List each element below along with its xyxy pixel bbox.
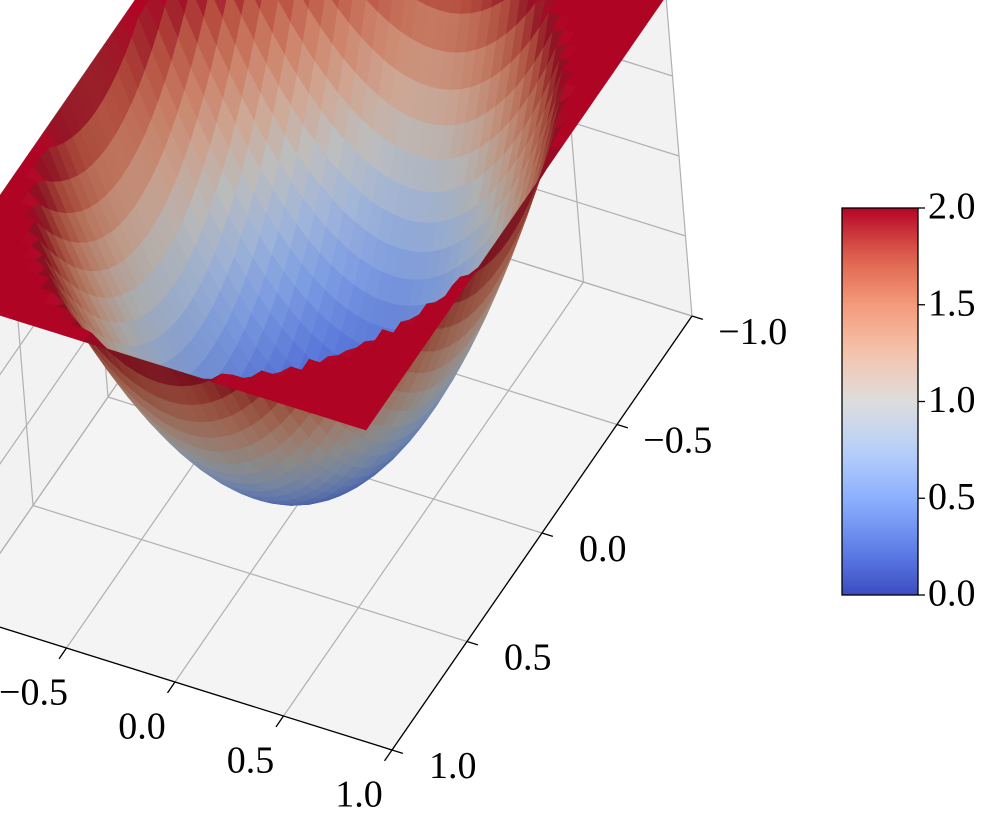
y-tick-mark: [616, 423, 629, 429]
surface-patch: [354, 415, 374, 431]
y-tick-mark: [391, 749, 404, 755]
y-tick-mark: [691, 315, 704, 321]
y-tick-mark: [541, 532, 554, 538]
colorbar-tick-label: 1.5: [928, 282, 976, 324]
x-tick-label: 1.0: [335, 773, 383, 815]
x-tick-mark: [383, 749, 393, 762]
colorbar-tick-label: 1.0: [928, 379, 976, 421]
gridline: [283, 281, 584, 717]
colorbar-tick-label: 0.5: [928, 476, 976, 518]
colorbar-tick-label: 2.0: [928, 186, 976, 228]
x-tick-label: 0.0: [118, 705, 166, 747]
y-tick-label: 1.0: [429, 745, 477, 787]
x-tick-mark: [166, 681, 176, 694]
colorbar-ticks: 0.0 0.5 1.0 1.5 2.0: [918, 186, 976, 615]
y-tick-label: 0.5: [504, 636, 552, 678]
y-tick-mark: [466, 640, 479, 646]
axes-ticks: −1.0−0.50.00.51.01.00.50.0−0.5−1.00.00.5…: [0, 311, 787, 815]
y-tick-label: 0.0: [579, 528, 627, 570]
x-tick-mark: [275, 715, 285, 728]
colorbar-tick-label: 0.0: [928, 573, 976, 615]
x-tick-label: −0.5: [0, 671, 68, 713]
colorbar: 0.0 0.5 1.0 1.5 2.0: [841, 186, 976, 615]
colorbar-gradient: [841, 207, 919, 596]
y-tick-label: −1.0: [718, 311, 787, 353]
x-tick-label: 0.5: [227, 739, 275, 781]
x-tick-mark: [58, 647, 68, 660]
y-tick-label: −0.5: [643, 419, 712, 461]
surface-plot: [0, 0, 664, 506]
